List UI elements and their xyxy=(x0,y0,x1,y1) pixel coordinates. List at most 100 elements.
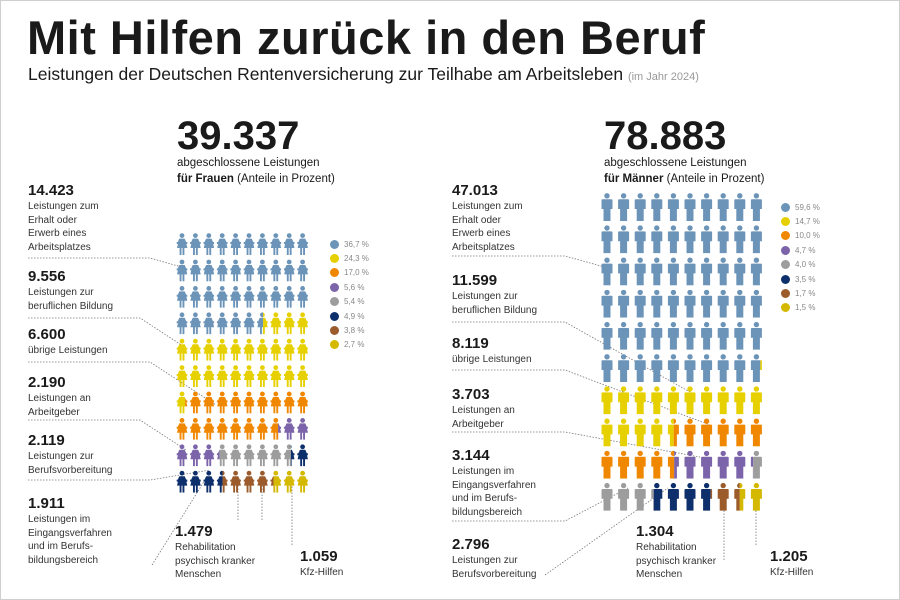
legend-swatch xyxy=(781,231,790,241)
man-figure xyxy=(618,386,630,415)
figure-segment xyxy=(734,193,746,221)
figure-segment xyxy=(257,417,268,440)
man-figure xyxy=(750,354,762,382)
figure-segment xyxy=(674,450,679,479)
man-figure xyxy=(618,482,630,511)
legend-item: 36,7 % xyxy=(330,237,369,251)
figure-segment xyxy=(230,312,241,335)
woman-figure xyxy=(283,285,295,308)
man-figure xyxy=(618,225,630,254)
figure-segment xyxy=(701,386,713,415)
legend-label: 2,7 % xyxy=(344,340,365,350)
figure-segment xyxy=(230,233,241,255)
figure-segment xyxy=(634,225,646,254)
figure-segment xyxy=(750,321,762,350)
woman-figure xyxy=(203,444,215,467)
man-figure xyxy=(734,225,746,254)
man-figure xyxy=(684,386,696,415)
man-figure xyxy=(601,289,613,318)
woman-figure xyxy=(203,259,215,282)
woman-figure xyxy=(176,365,188,387)
figure-segment xyxy=(297,338,308,361)
figure-segment xyxy=(219,444,228,467)
woman-figure xyxy=(216,338,228,361)
figure-segment xyxy=(701,354,713,382)
figure-segment xyxy=(243,312,255,335)
value: 1.205 xyxy=(770,548,808,565)
man-figure xyxy=(634,386,646,415)
figure-segment xyxy=(618,418,630,447)
legend-item: 4,0 % xyxy=(781,258,820,272)
woman-figure xyxy=(243,259,255,282)
man-figure xyxy=(651,289,663,318)
value: 8.119 xyxy=(452,335,489,352)
figure-segment xyxy=(618,354,630,382)
men-label-5: 2.796 Leistungen zur Berufsvorbereitung xyxy=(452,536,537,581)
woman-figure xyxy=(230,285,241,308)
figure-segment xyxy=(297,285,308,308)
figure-segment xyxy=(263,312,268,335)
man-figure xyxy=(717,321,729,350)
man-figure xyxy=(701,450,713,479)
women-legend: 36,7 % 24,3 % 17,0 % 5,6 % 5,4 % 4,9 % 3,8 % 2,… xyxy=(330,237,369,352)
figure-segment xyxy=(230,444,241,467)
women-desc: abgeschlossene Leistungen für Frauen (Ant… xyxy=(177,155,335,187)
figure-segment xyxy=(270,470,274,493)
figure-segment xyxy=(667,193,679,221)
man-figure xyxy=(651,450,663,479)
legend-swatch xyxy=(330,297,339,307)
man-figure xyxy=(701,193,713,221)
woman-figure xyxy=(176,312,188,335)
woman-figure xyxy=(176,417,188,440)
woman-figure xyxy=(257,365,268,387)
figure-segment xyxy=(701,418,713,447)
figure-segment xyxy=(243,391,255,414)
woman-figure xyxy=(243,444,255,467)
woman-figure xyxy=(176,259,188,282)
woman-figure xyxy=(190,312,201,335)
woman-figure xyxy=(216,417,228,440)
figure-segment xyxy=(297,470,308,493)
figure-segment xyxy=(601,450,613,479)
woman-figure xyxy=(270,285,282,308)
legend-item: 5,4 % xyxy=(330,295,369,309)
figure-segment xyxy=(717,354,729,382)
figure-segment xyxy=(270,338,282,361)
woman-figure xyxy=(270,312,282,335)
man-figure xyxy=(734,450,746,479)
figure-segment xyxy=(717,482,729,511)
man-figure xyxy=(667,257,679,286)
man-figure xyxy=(750,321,762,350)
women-label-4: 2.119 Leistungen zur Berufsvorbereitung xyxy=(28,432,113,477)
legend-label: 4,9 % xyxy=(344,311,365,321)
figure-segment xyxy=(283,338,295,361)
figure-segment xyxy=(243,338,255,361)
legend-swatch xyxy=(781,217,790,227)
figure-segment xyxy=(203,312,215,335)
woman-figure xyxy=(216,285,228,308)
label: Leistungen zur beruflichen Bildung xyxy=(452,291,538,316)
figure-segment xyxy=(739,482,746,511)
figure-segment xyxy=(222,470,228,493)
woman-figure xyxy=(190,365,201,387)
figure-segment xyxy=(750,354,761,382)
man-figure xyxy=(618,450,630,479)
woman-figure xyxy=(270,338,282,361)
legend-item: 59,6 % xyxy=(781,200,820,214)
man-figure xyxy=(717,386,729,415)
woman-figure xyxy=(270,233,282,255)
man-figure xyxy=(750,193,762,221)
man-figure xyxy=(701,257,713,286)
figure-segment xyxy=(270,365,282,387)
figure-segment xyxy=(634,193,646,221)
man-figure xyxy=(651,354,663,382)
woman-figure xyxy=(243,470,255,493)
man-figure xyxy=(651,418,663,447)
figure-segment xyxy=(190,365,201,387)
woman-figure xyxy=(283,233,295,255)
man-figure xyxy=(634,193,646,221)
woman-figure xyxy=(230,417,241,440)
figure-segment xyxy=(257,365,268,387)
figure-segment xyxy=(667,354,679,382)
